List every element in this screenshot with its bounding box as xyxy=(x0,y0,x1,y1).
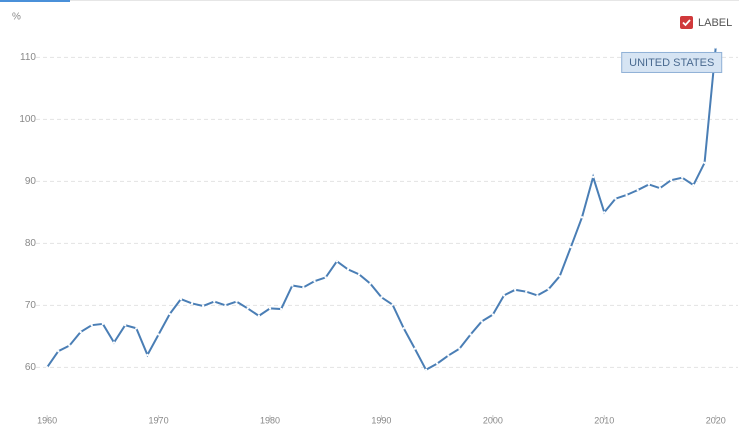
point xyxy=(357,273,361,276)
point xyxy=(591,175,595,179)
legend-checkbox[interactable] xyxy=(680,16,693,29)
point xyxy=(580,216,584,219)
point xyxy=(469,333,472,336)
point xyxy=(369,282,372,285)
x-tick-label: 1970 xyxy=(149,415,169,425)
point xyxy=(45,366,49,369)
point xyxy=(168,312,171,316)
y-tick-label: 110 xyxy=(20,52,36,63)
point xyxy=(224,304,227,307)
y-tick-label: 70 xyxy=(25,300,37,311)
point xyxy=(101,322,105,326)
point xyxy=(614,197,617,200)
point xyxy=(201,304,205,308)
point xyxy=(135,327,138,330)
point xyxy=(235,300,238,303)
point xyxy=(268,307,272,310)
point xyxy=(658,186,662,190)
x-tick-label: 1980 xyxy=(260,415,280,425)
x-tick-label: 2000 xyxy=(483,415,503,425)
point xyxy=(458,347,461,350)
point xyxy=(547,288,550,291)
point xyxy=(525,290,528,293)
point xyxy=(636,188,639,192)
x-tick-label: 1990 xyxy=(371,415,391,425)
point xyxy=(302,286,305,289)
x-tick-label: 2020 xyxy=(706,415,726,425)
point xyxy=(146,353,149,357)
point xyxy=(346,268,350,271)
point xyxy=(90,323,93,327)
point xyxy=(324,276,327,279)
point xyxy=(313,279,316,283)
point xyxy=(681,176,684,179)
x-tick-label: 1960 xyxy=(37,415,57,425)
point xyxy=(413,347,417,350)
point xyxy=(190,302,194,305)
point xyxy=(57,349,60,353)
point xyxy=(279,307,283,311)
point xyxy=(558,274,561,278)
point xyxy=(447,354,450,357)
point xyxy=(257,314,261,318)
point xyxy=(536,294,539,297)
point xyxy=(213,300,216,303)
point xyxy=(380,296,383,299)
unit-label: % xyxy=(12,12,21,23)
point xyxy=(625,193,628,197)
point xyxy=(703,161,706,164)
tab-indicator xyxy=(0,0,70,2)
point xyxy=(79,330,82,334)
y-tick-label: 80 xyxy=(25,238,37,249)
point xyxy=(491,313,495,316)
point xyxy=(246,307,249,310)
point xyxy=(179,297,183,301)
point xyxy=(480,320,483,323)
point xyxy=(714,46,717,49)
point xyxy=(569,245,573,249)
point xyxy=(435,362,439,365)
legend-label[interactable]: LABEL xyxy=(698,17,732,29)
y-tick-label: 60 xyxy=(25,362,37,373)
line xyxy=(46,47,717,372)
tooltip-label: UNITED STATES xyxy=(629,57,714,69)
point xyxy=(157,333,160,336)
point xyxy=(513,288,517,292)
point xyxy=(68,344,71,347)
point xyxy=(123,323,127,327)
y-tick-label: 100 xyxy=(19,114,36,125)
point xyxy=(291,284,294,287)
checkmark xyxy=(682,19,691,27)
point xyxy=(424,368,428,371)
y-tick-label: 90 xyxy=(25,176,37,187)
point xyxy=(391,303,394,306)
tooltip-box xyxy=(621,51,723,73)
point xyxy=(112,341,116,344)
point xyxy=(502,294,506,297)
point xyxy=(692,183,695,187)
x-tick-label: 2010 xyxy=(594,415,614,425)
point xyxy=(603,211,606,214)
point xyxy=(669,178,673,182)
point xyxy=(647,183,651,186)
point xyxy=(402,327,405,330)
point xyxy=(335,260,339,263)
